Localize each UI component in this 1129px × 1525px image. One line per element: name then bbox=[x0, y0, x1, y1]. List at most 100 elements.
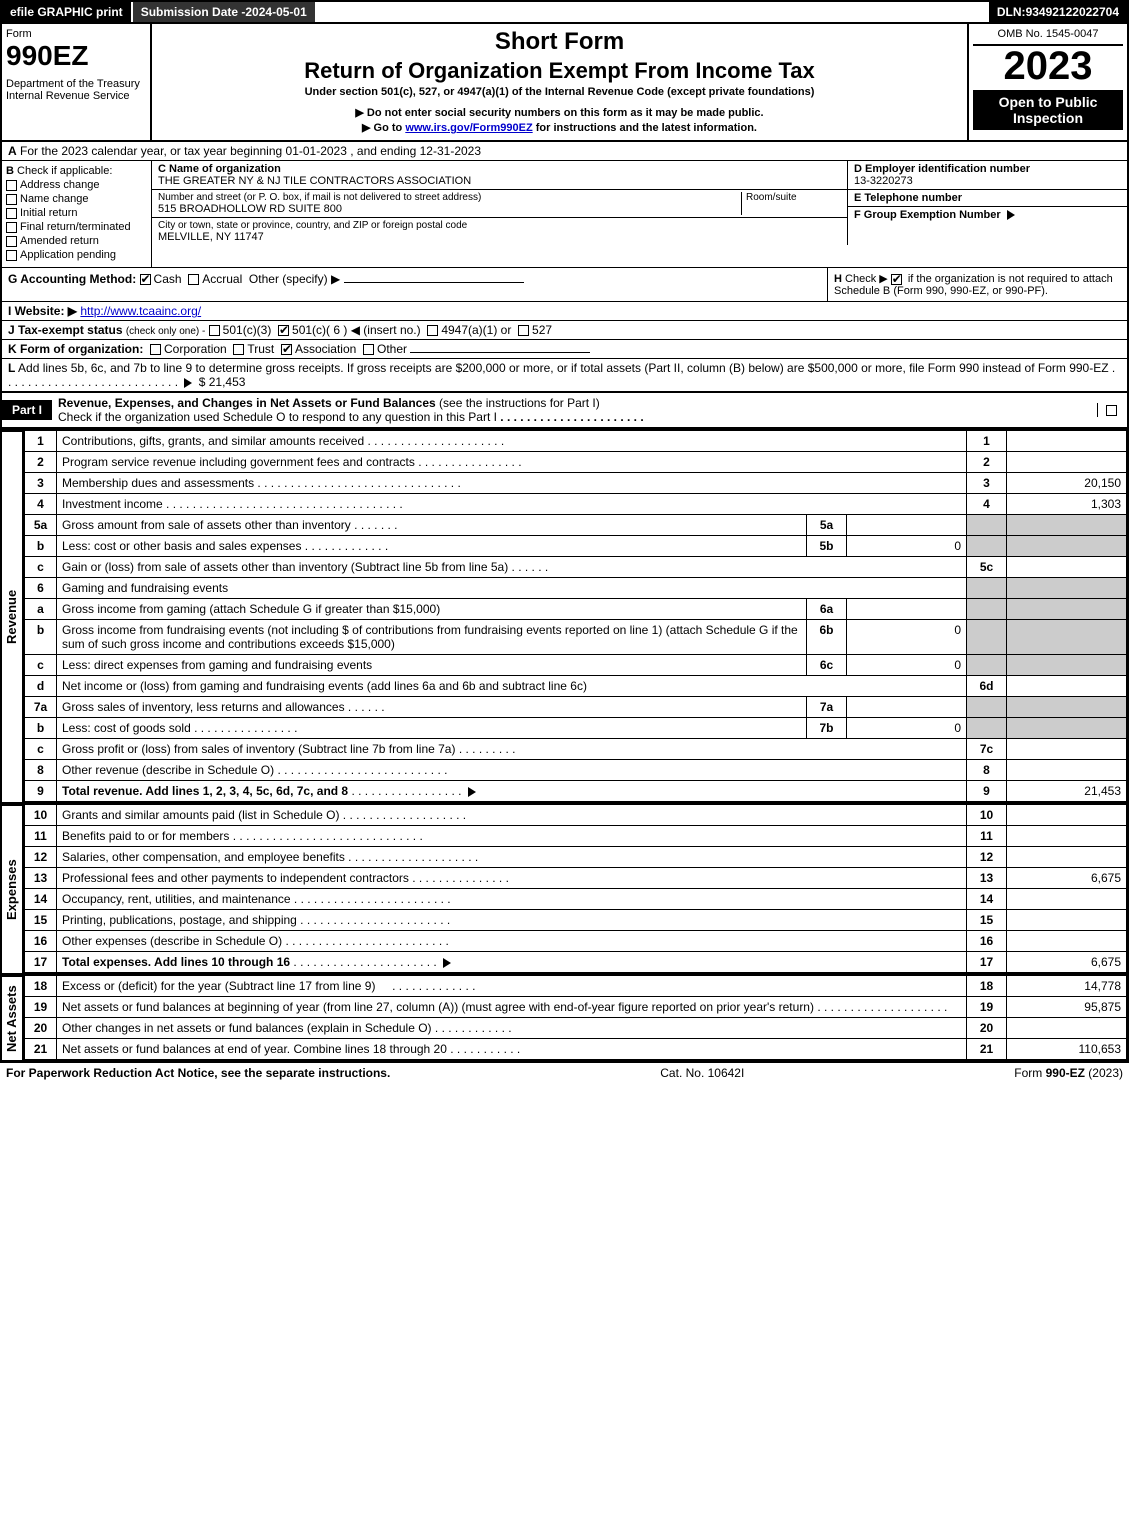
line-20: 20Other changes in net assets or fund ba… bbox=[25, 1018, 1127, 1039]
header-left: Form 990EZ Department of the Treasury In… bbox=[2, 24, 152, 140]
netassets-section: Net Assets 18Excess or (deficit) for the… bbox=[0, 975, 1129, 1062]
l-amount: $ 21,453 bbox=[199, 375, 246, 389]
header-mid: Short Form Return of Organization Exempt… bbox=[152, 24, 967, 140]
header-sub2: ▶ Do not enter social security numbers o… bbox=[162, 106, 957, 119]
cb-application-pending[interactable]: Application pending bbox=[6, 249, 147, 261]
org-name: THE GREATER NY & NJ TILE CONTRACTORS ASS… bbox=[158, 175, 841, 187]
cb-trust[interactable] bbox=[233, 344, 244, 355]
j-note: (check only one) - bbox=[126, 326, 205, 337]
netassets-table: 18Excess or (deficit) for the year (Subt… bbox=[24, 975, 1127, 1060]
arrow-icon bbox=[468, 787, 476, 797]
cb-other[interactable] bbox=[363, 344, 374, 355]
short-form-title: Short Form bbox=[162, 28, 957, 56]
cb-4947[interactable] bbox=[427, 325, 438, 336]
cb-schedule-o[interactable] bbox=[1097, 403, 1127, 417]
col-c: C Name of organization THE GREATER NY & … bbox=[152, 161, 847, 245]
cb-501c[interactable] bbox=[278, 325, 289, 336]
footer-mid: Cat. No. 10642I bbox=[660, 1066, 744, 1080]
h-text1: Check ▶ bbox=[845, 273, 888, 285]
line-16: 16Other expenses (describe in Schedule O… bbox=[25, 931, 1127, 952]
line-7b: bLess: cost of goods sold . . . . . . . … bbox=[25, 718, 1127, 739]
line-6c: cLess: direct expenses from gaming and f… bbox=[25, 655, 1127, 676]
l-arrow-icon bbox=[184, 378, 192, 388]
col-b-title: Check if applicable: bbox=[17, 165, 112, 177]
cb-name-change[interactable]: Name change bbox=[6, 193, 147, 205]
website-link[interactable]: http://www.tcaainc.org/ bbox=[80, 304, 201, 318]
line-6a: aGross income from gaming (attach Schedu… bbox=[25, 599, 1127, 620]
cb-initial-return[interactable]: Initial return bbox=[6, 207, 147, 219]
i-label: I Website: ▶ bbox=[8, 304, 77, 318]
part1-sub: Check if the organization used Schedule … bbox=[58, 410, 497, 424]
org-street: 515 BROADHOLLOW RD SUITE 800 bbox=[158, 203, 741, 215]
cb-h[interactable] bbox=[891, 274, 902, 285]
submission-date-label: Submission Date - bbox=[141, 5, 246, 19]
line-7a: 7aGross sales of inventory, less returns… bbox=[25, 697, 1127, 718]
f-arrow-icon bbox=[1007, 210, 1015, 220]
col-g: G Accounting Method: Cash Accrual Other … bbox=[2, 268, 827, 301]
submission-date-value: 2024-05-01 bbox=[245, 5, 306, 19]
open-public-inspection: Open to Public Inspection bbox=[973, 90, 1123, 130]
col-de: D Employer identification number 13-3220… bbox=[847, 161, 1127, 245]
line-7c: cGross profit or (loss) from sales of in… bbox=[25, 739, 1127, 760]
cb-501c3[interactable] bbox=[209, 325, 220, 336]
dept-treasury: Department of the Treasury Internal Reve… bbox=[6, 78, 146, 102]
line-5c: cGain or (loss) from sale of assets othe… bbox=[25, 557, 1127, 578]
revenue-section: Revenue 1Contributions, gifts, grants, a… bbox=[0, 430, 1129, 804]
k-label: K Form of organization: bbox=[8, 342, 143, 356]
line-18: 18Excess or (deficit) for the year (Subt… bbox=[25, 976, 1127, 997]
cb-amended-return[interactable]: Amended return bbox=[6, 235, 147, 247]
part1-title: Revenue, Expenses, and Changes in Net As… bbox=[52, 393, 1097, 427]
row-a: A For the 2023 calendar year, or tax yea… bbox=[2, 142, 1127, 161]
efile-print-label[interactable]: efile GRAPHIC print bbox=[2, 2, 131, 22]
cb-527[interactable] bbox=[518, 325, 529, 336]
dln-value: 93492122022704 bbox=[1026, 5, 1119, 19]
netassets-label: Net Assets bbox=[2, 975, 24, 1060]
top-bar: efile GRAPHIC print Submission Date - 20… bbox=[0, 0, 1129, 24]
line-8: 8Other revenue (describe in Schedule O) … bbox=[25, 760, 1127, 781]
expenses-label: Expenses bbox=[2, 804, 24, 973]
form-word: Form bbox=[6, 28, 146, 40]
cb-address-change[interactable]: Address change bbox=[6, 179, 147, 191]
cb-corp[interactable] bbox=[150, 344, 161, 355]
row-k: K Form of organization: Corporation Trus… bbox=[2, 339, 1127, 358]
line-6: 6Gaming and fundraising events bbox=[25, 578, 1127, 599]
col-b: B Check if applicable: Address change Na… bbox=[2, 161, 152, 267]
line-2: 2Program service revenue including gover… bbox=[25, 452, 1127, 473]
line-19: 19Net assets or fund balances at beginni… bbox=[25, 997, 1127, 1018]
dln-label: DLN: bbox=[997, 5, 1026, 19]
line-6b: bGross income from fundraising events (n… bbox=[25, 620, 1127, 655]
g-other: Other (specify) ▶ bbox=[249, 272, 340, 286]
row-l: L Add lines 5b, 6c, and 7b to line 9 to … bbox=[2, 358, 1127, 391]
part1-header: Part I bbox=[2, 400, 52, 420]
line-21: 21Net assets or fund balances at end of … bbox=[25, 1039, 1127, 1060]
line-5b: bLess: cost or other basis and sales exp… bbox=[25, 536, 1127, 557]
topbar-spacer bbox=[315, 2, 989, 22]
expenses-table: 10Grants and similar amounts paid (list … bbox=[24, 804, 1127, 973]
col-b-label: B bbox=[6, 165, 14, 177]
cb-assoc[interactable] bbox=[281, 344, 292, 355]
line-11: 11Benefits paid to or for members . . . … bbox=[25, 826, 1127, 847]
e-phone-label: E Telephone number bbox=[854, 192, 962, 204]
d-ein-label: D Employer identification number bbox=[854, 163, 1030, 175]
d-ein: 13-3220273 bbox=[854, 175, 913, 187]
gh-row: G Accounting Method: Cash Accrual Other … bbox=[2, 267, 1127, 301]
c-city-label: City or town, state or province, country… bbox=[158, 220, 467, 231]
row-a-text: For the 2023 calendar year, or tax year … bbox=[20, 144, 481, 158]
c-name-label: C Name of organization bbox=[158, 163, 281, 175]
bcde-row: B Check if applicable: Address change Na… bbox=[2, 161, 1127, 267]
footer: For Paperwork Reduction Act Notice, see … bbox=[0, 1062, 1129, 1083]
return-title: Return of Organization Exempt From Incom… bbox=[162, 58, 957, 84]
l-text: Add lines 5b, 6c, and 7b to line 9 to de… bbox=[18, 361, 1109, 375]
footer-left: For Paperwork Reduction Act Notice, see … bbox=[6, 1066, 390, 1080]
sub3-post: for instructions and the latest informat… bbox=[536, 122, 757, 134]
cb-final-return[interactable]: Final return/terminated bbox=[6, 221, 147, 233]
dln: DLN: 93492122022704 bbox=[989, 2, 1127, 22]
org-city: MELVILLE, NY 11747 bbox=[158, 231, 467, 243]
line-12: 12Salaries, other compensation, and empl… bbox=[25, 847, 1127, 868]
footer-right: Form Form 990-EZ (2023)990-EZ (2023) bbox=[1014, 1066, 1123, 1080]
form-header: Form 990EZ Department of the Treasury In… bbox=[0, 24, 1129, 142]
row-a-label: A bbox=[8, 144, 17, 158]
cb-cash[interactable] bbox=[140, 274, 151, 285]
cb-accrual[interactable] bbox=[188, 274, 199, 285]
irs-link[interactable]: www.irs.gov/Form990EZ bbox=[405, 122, 532, 134]
